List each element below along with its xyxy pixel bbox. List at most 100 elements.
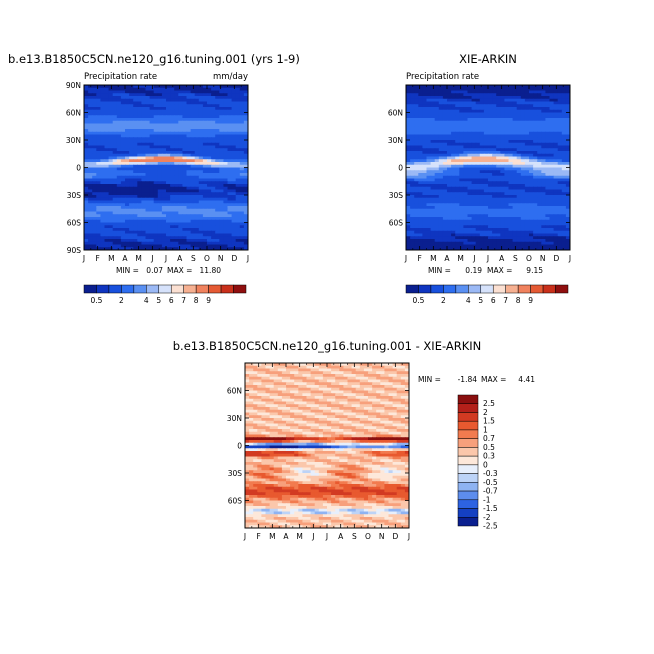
- field-cell: [157, 200, 163, 204]
- field-cell: [426, 145, 432, 149]
- field-cell: [202, 217, 208, 221]
- field-cell: [243, 175, 248, 180]
- field-cell: [239, 233, 245, 237]
- field-cell: [96, 244, 101, 248]
- field-cell: [426, 241, 432, 246]
- field-cell: [418, 222, 423, 226]
- field-cell: [541, 164, 546, 169]
- field-cell: [434, 162, 440, 166]
- field-cell: [145, 206, 151, 210]
- field-cell: [104, 241, 110, 246]
- field-cell: [202, 186, 208, 191]
- field-cell: [112, 236, 118, 240]
- field-cell: [194, 195, 200, 199]
- field-cell: [174, 107, 179, 111]
- field-cell: [434, 151, 440, 155]
- field-cell: [410, 195, 415, 199]
- field-cell: [434, 222, 440, 226]
- field-cell: [553, 129, 559, 133]
- field-cell: [231, 104, 237, 108]
- field-cell: [520, 208, 526, 213]
- field-cell: [243, 142, 248, 147]
- x-tick-label: J: [472, 254, 475, 263]
- field-cell: [447, 126, 452, 130]
- field-cell: [125, 211, 130, 215]
- field-cell: [161, 134, 167, 138]
- field-cell: [235, 148, 241, 152]
- field-cell: [541, 203, 546, 207]
- field-cell: [467, 181, 473, 185]
- field-cell: [541, 153, 546, 158]
- field-cell: [549, 236, 555, 240]
- field-cell: [166, 192, 171, 196]
- field-cell: [516, 87, 522, 92]
- field-cell: [235, 241, 241, 246]
- field-cell: [537, 159, 542, 163]
- field-cell: [455, 129, 460, 133]
- field-cell: [467, 186, 473, 191]
- field-cell: [198, 96, 204, 100]
- field-cell: [125, 192, 130, 196]
- field-cell: [557, 140, 563, 144]
- field-cell: [561, 189, 567, 193]
- field-cell: [545, 104, 551, 108]
- field-cell: [414, 186, 419, 191]
- field-cell: [426, 175, 432, 180]
- field-cell: [92, 222, 97, 226]
- field-cell: [104, 175, 110, 180]
- colorbar-box: [220, 284, 234, 294]
- field-cell: [112, 87, 118, 92]
- field-cell: [467, 151, 473, 155]
- field-cell: [84, 90, 89, 94]
- field-cell: [112, 181, 118, 185]
- field-cell: [223, 98, 229, 103]
- field-cell: [231, 131, 237, 136]
- field-cell: [215, 189, 220, 193]
- field-cell: [537, 123, 542, 127]
- field-cell: [207, 129, 212, 133]
- field-cell: [508, 120, 514, 125]
- field-cell: [524, 156, 530, 160]
- field-cell: [512, 228, 518, 232]
- field-cell: [557, 167, 563, 171]
- field-cell: [141, 167, 147, 171]
- field-cell: [120, 197, 126, 202]
- field-cell: [170, 197, 175, 202]
- field-cell: [459, 247, 464, 250]
- field-cell: [149, 241, 155, 246]
- field-cell: [194, 225, 200, 229]
- field-cell: [178, 233, 183, 237]
- field-cell: [243, 112, 248, 116]
- field-cell: [207, 214, 212, 218]
- field-cell: [447, 203, 452, 207]
- field-cell: [88, 233, 93, 237]
- field-cell: [219, 112, 224, 116]
- field-cell: [161, 123, 167, 127]
- field-cell: [112, 123, 118, 127]
- field-cell: [508, 98, 514, 103]
- field-cell: [133, 120, 138, 125]
- field-cell: [496, 85, 501, 89]
- field-cell: [524, 170, 530, 174]
- field-cell: [137, 184, 142, 188]
- field-cell: [120, 167, 126, 171]
- field-cell: [471, 192, 477, 196]
- field-cell: [145, 156, 151, 160]
- field-cell: [479, 151, 485, 155]
- field-cell: [561, 96, 567, 100]
- field-cell: [561, 90, 567, 94]
- field-cell: [137, 208, 142, 213]
- field-cell: [170, 203, 175, 207]
- field-cell: [125, 153, 130, 158]
- field-cell: [455, 239, 460, 243]
- field-cell: [561, 151, 567, 155]
- field-cell: [459, 159, 464, 163]
- field-cell: [223, 164, 229, 169]
- field-cell: [504, 189, 510, 193]
- field-cell: [92, 197, 97, 202]
- field-cell: [235, 247, 241, 250]
- field-cell: [198, 195, 204, 199]
- field-cell: [549, 214, 555, 218]
- field-cell: [108, 208, 114, 213]
- field-cell: [120, 200, 126, 204]
